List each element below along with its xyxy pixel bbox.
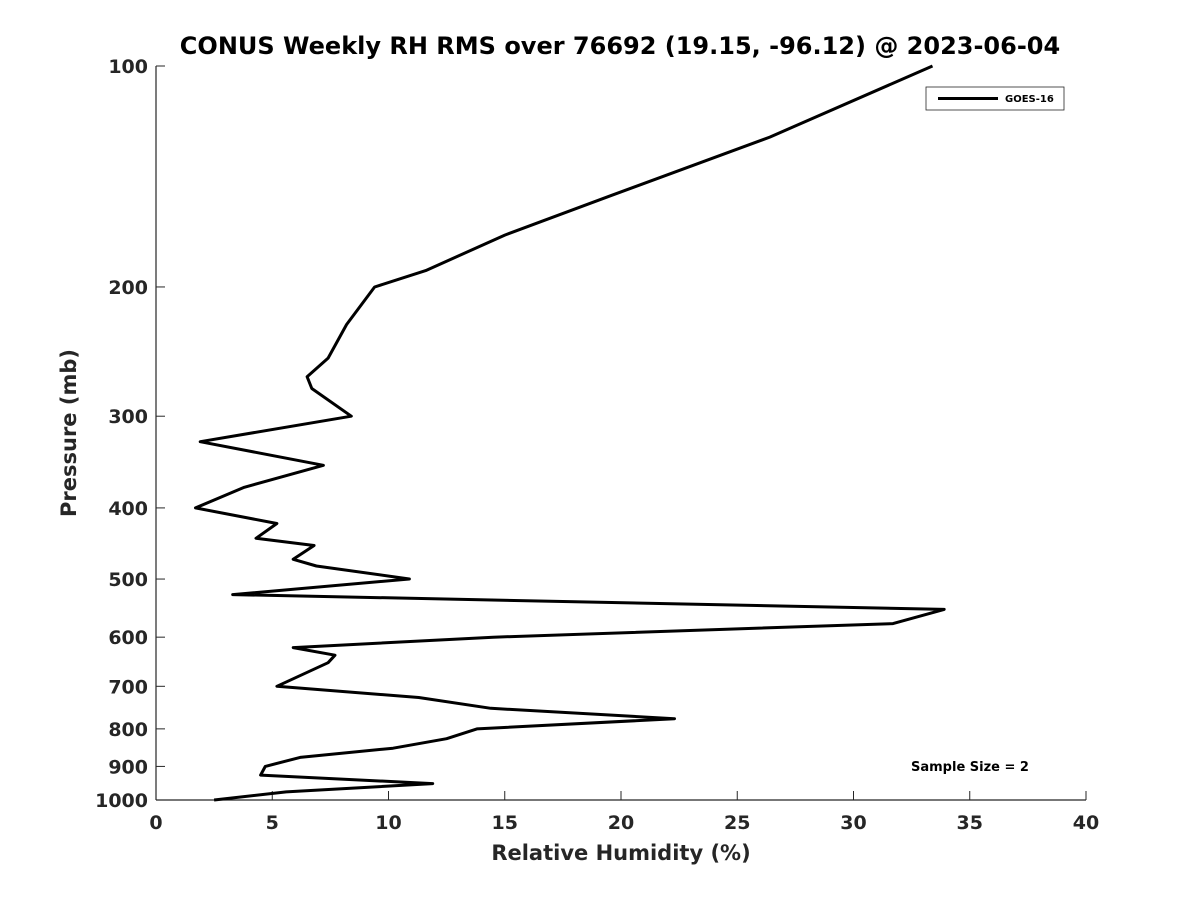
y-tick-label: 800 <box>108 719 148 741</box>
y-tick-label: 100 <box>108 56 148 78</box>
x-tick-label: 25 <box>724 812 750 834</box>
series-line-goes-16 <box>194 64 946 802</box>
axes <box>155 66 1086 801</box>
y-tick-label: 500 <box>108 569 148 591</box>
legend: GOES-16 <box>925 86 1065 111</box>
y-axis-label: Pressure (mb) <box>57 349 81 517</box>
x-ticks: 0 5 10 15 20 25 30 35 40 <box>149 791 1099 834</box>
x-tick-label: 10 <box>375 812 401 834</box>
x-tick-label: 0 <box>149 812 162 834</box>
x-tick-label: 15 <box>492 812 518 834</box>
chart-title: CONUS Weekly RH RMS over 76692 (19.15, -… <box>180 32 1060 60</box>
y-ticks: 100 200 300 400 500 600 700 800 900 1000 <box>95 56 165 812</box>
x-tick-label: 20 <box>608 812 634 834</box>
y-tick-label: 600 <box>108 627 148 649</box>
y-tick-label: 700 <box>108 676 148 698</box>
series-group <box>194 64 946 802</box>
x-tick-label: 40 <box>1073 812 1099 834</box>
x-tick-label: 35 <box>957 812 983 834</box>
y-tick-label: 200 <box>108 277 148 299</box>
y-tick-label: 400 <box>108 498 148 520</box>
y-tick-label: 900 <box>108 756 148 778</box>
x-axis-label: Relative Humidity (%) <box>491 841 750 865</box>
legend-label-goes-16: GOES-16 <box>1005 94 1054 105</box>
x-tick-label: 5 <box>266 812 279 834</box>
sample-size-annotation: Sample Size = 2 <box>911 760 1029 775</box>
y-tick-label: 300 <box>108 406 148 428</box>
x-tick-label: 30 <box>840 812 866 834</box>
y-tick-label: 1000 <box>95 790 148 812</box>
